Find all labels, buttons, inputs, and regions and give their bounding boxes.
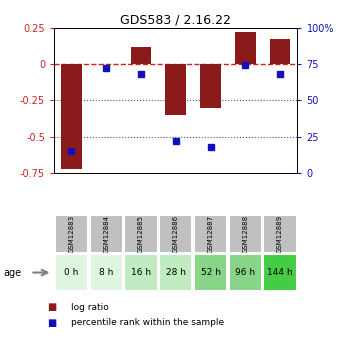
Text: GSM12889: GSM12889	[277, 215, 283, 253]
Bar	[61, 64, 82, 169]
Bar	[130, 47, 151, 64]
Text: percentile rank within the sample: percentile rank within the sample	[71, 318, 224, 327]
Bar	[165, 64, 186, 115]
Text: GSM12885: GSM12885	[138, 215, 144, 253]
Text: 96 h: 96 h	[235, 268, 255, 277]
Text: 0 h: 0 h	[64, 268, 79, 277]
Title: GDS583 / 2.16.22: GDS583 / 2.16.22	[120, 13, 231, 27]
Text: GSM12887: GSM12887	[208, 215, 214, 253]
Bar	[200, 64, 221, 108]
Text: age: age	[3, 268, 22, 277]
Text: GSM12884: GSM12884	[103, 215, 109, 253]
Text: 52 h: 52 h	[200, 268, 220, 277]
Bar	[235, 32, 256, 64]
Text: GSM12886: GSM12886	[173, 215, 179, 253]
Text: ■: ■	[47, 302, 56, 312]
Bar	[270, 39, 290, 64]
Text: 8 h: 8 h	[99, 268, 114, 277]
Text: log ratio: log ratio	[71, 303, 109, 312]
Text: 144 h: 144 h	[267, 268, 293, 277]
Text: ■: ■	[47, 318, 56, 327]
Text: GSM12888: GSM12888	[242, 215, 248, 253]
Text: 28 h: 28 h	[166, 268, 186, 277]
Text: GSM12883: GSM12883	[69, 215, 74, 253]
Text: 16 h: 16 h	[131, 268, 151, 277]
